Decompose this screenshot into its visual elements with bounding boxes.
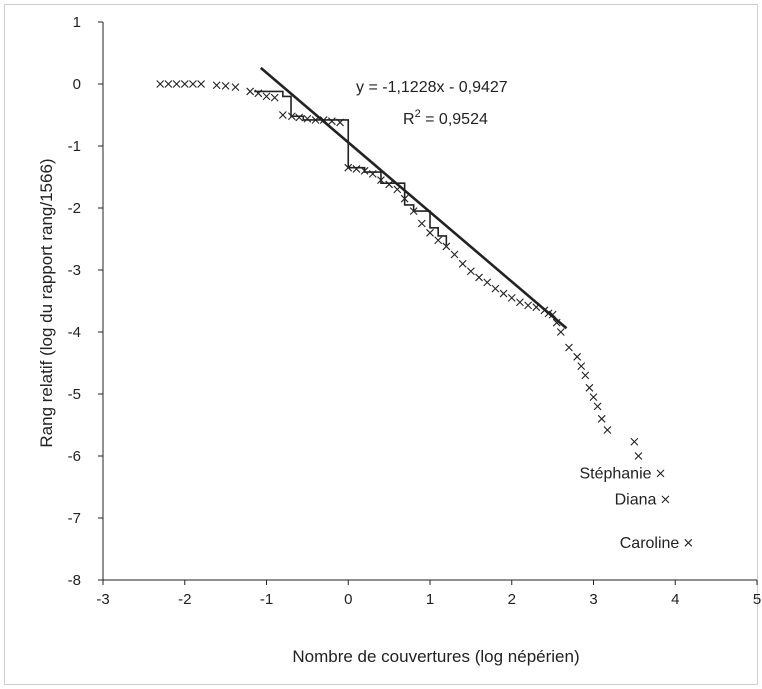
y-tick-label: -7 [68, 510, 81, 527]
data-point [475, 273, 483, 282]
data-point [221, 81, 230, 90]
data-point [319, 116, 328, 124]
y-tick-label: -1 [68, 138, 81, 155]
data-point [393, 185, 402, 194]
data-point [540, 306, 549, 315]
data-point [212, 81, 221, 90]
data-point [593, 402, 602, 411]
data-point [466, 267, 475, 276]
y-tick-label: -2 [68, 200, 81, 217]
data-point [231, 83, 240, 91]
data-point [172, 80, 181, 88]
trendline-group [259, 66, 568, 330]
y-tick-label: 1 [73, 14, 81, 31]
data-point [597, 414, 606, 423]
y-tick-label: -8 [68, 572, 81, 589]
point-labels-group: Stéphanie Diana Caroline [579, 465, 679, 551]
data-point [189, 80, 197, 88]
data-point [385, 180, 394, 189]
data-point [377, 176, 385, 184]
data-point [328, 117, 336, 126]
data-point [661, 495, 670, 504]
point-label: Stéphanie [579, 465, 651, 482]
data-point [303, 114, 312, 123]
data-point [262, 92, 271, 101]
r-squared: R2 = 0,9524 [403, 108, 488, 128]
data-point [589, 393, 598, 401]
data-point [573, 352, 582, 361]
data-point [352, 165, 361, 173]
data-point [552, 318, 561, 327]
y-tick-label: 0 [73, 76, 81, 93]
step-line-group [254, 90, 448, 246]
data-point [603, 426, 612, 434]
data-point [556, 328, 565, 336]
data-point [491, 284, 500, 293]
point-label: Diana [615, 491, 657, 508]
data-point [278, 111, 287, 119]
data-point [499, 289, 508, 298]
data-point [442, 242, 451, 251]
data-point [360, 166, 369, 175]
data-point [434, 236, 443, 245]
axes: -3 -2 -1 0 1 2 3 4 5 1 0 -1 -2 -3 -4 -5 -6 -7 -8 [68, 14, 762, 608]
x-axis-title: Nombre de couvertures (log népérien) [292, 647, 579, 666]
data-point [634, 452, 643, 460]
data-point [417, 219, 426, 228]
data-point [246, 87, 255, 96]
data-point [630, 437, 639, 446]
data-point [426, 228, 434, 237]
data-point [516, 298, 524, 307]
data-point [197, 80, 205, 88]
trendline [259, 66, 568, 330]
x-tick-label: 4 [671, 591, 679, 608]
data-point [344, 163, 353, 172]
data-point [180, 80, 189, 88]
data-point [336, 118, 344, 127]
data-point [684, 538, 693, 547]
data-point [483, 278, 492, 287]
data-point [409, 207, 418, 215]
y-tick-label: -5 [68, 386, 81, 403]
data-point [577, 362, 586, 370]
x-tick-label: -3 [96, 591, 109, 608]
data-point [581, 371, 590, 380]
data-point [287, 112, 296, 121]
data-point [548, 310, 557, 319]
data-point [400, 194, 409, 203]
x-tick-label: 0 [344, 591, 352, 608]
x-tick-label: 3 [589, 591, 597, 608]
data-point [585, 383, 594, 392]
data-point [156, 80, 165, 88]
y-tick-label: -6 [68, 448, 81, 465]
regression-equation: y = -1,1228x - 0,9427 [356, 79, 508, 96]
x-tick-label: 1 [426, 591, 434, 608]
x-tick-label: 2 [508, 591, 516, 608]
data-point [164, 80, 173, 88]
y-tick-label: -4 [68, 324, 81, 341]
data-point [311, 116, 320, 124]
data-point [458, 259, 467, 268]
data-point [270, 93, 279, 102]
x-tick-label: -2 [178, 591, 191, 608]
data-point [565, 343, 573, 352]
data-point [254, 89, 263, 98]
data-point [524, 301, 532, 310]
y-tick-label: -3 [68, 262, 81, 279]
markers-group [156, 80, 693, 547]
step-line [254, 90, 448, 246]
data-point [507, 294, 516, 302]
data-point [532, 303, 541, 312]
data-point [656, 469, 665, 478]
data-point [295, 113, 304, 122]
y-axis-title: Rang relatif (log du rapport rang/1566) [37, 158, 56, 447]
point-label: Caroline [620, 535, 680, 552]
data-point [368, 170, 377, 178]
x-tick-label: 5 [753, 591, 761, 608]
data-point [450, 250, 459, 259]
chart-frame [4, 4, 758, 685]
x-tick-label: -1 [260, 591, 273, 608]
